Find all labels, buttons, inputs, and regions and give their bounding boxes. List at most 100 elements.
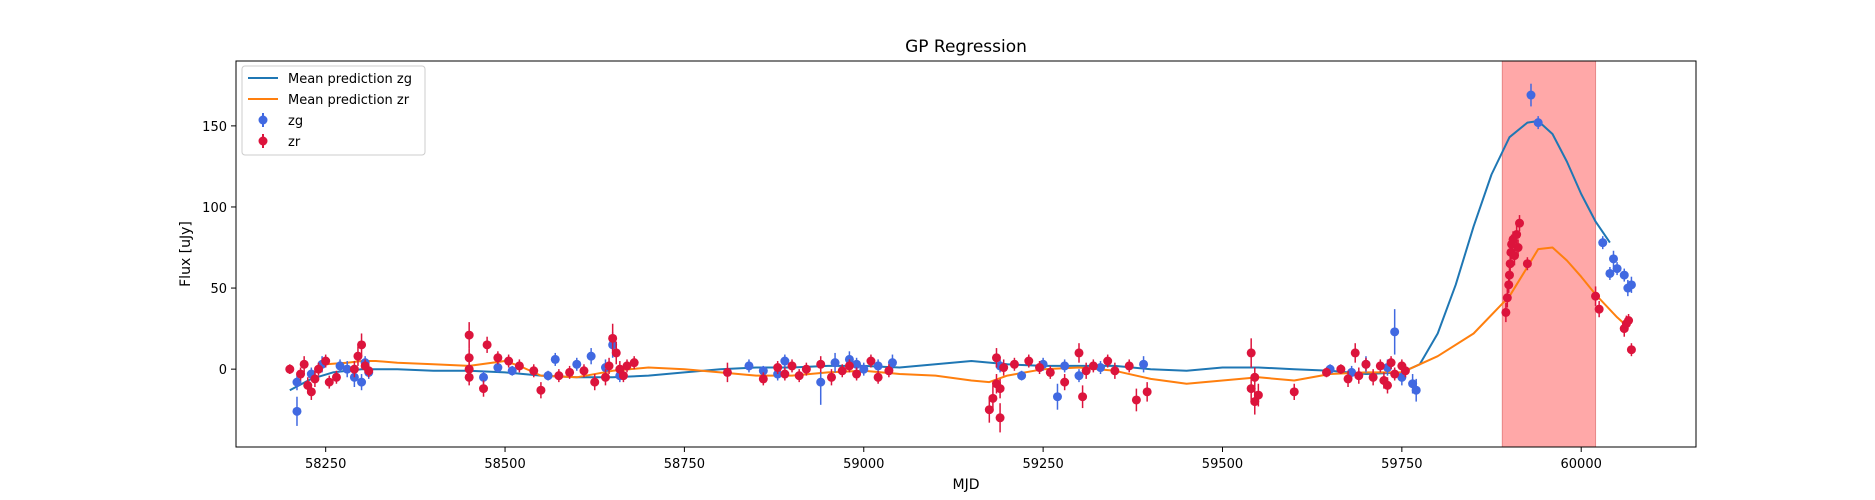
data-point-zr (1504, 270, 1514, 280)
data-point-zg (1612, 264, 1622, 274)
data-point-zg (479, 372, 489, 382)
x-tick-label: 60000 (1561, 457, 1602, 472)
data-point-zr (722, 367, 732, 377)
data-point-zg (744, 361, 754, 371)
data-point-zr (1368, 372, 1378, 382)
data-point-zr (579, 366, 589, 376)
data-point-zg (852, 359, 862, 369)
data-point-zr (622, 361, 632, 371)
data-point-zr (1350, 348, 1360, 358)
data-point-zr (1591, 291, 1601, 301)
x-tick-label: 59250 (1022, 457, 1063, 472)
plot-background (236, 61, 1696, 447)
data-point-zr (1322, 367, 1332, 377)
data-point-zr (1124, 361, 1134, 371)
legend-box (241, 65, 426, 156)
data-point-zr (1624, 315, 1634, 325)
data-point-zr (1512, 230, 1522, 240)
data-point-zr (1513, 243, 1523, 253)
data-point-zr (816, 359, 826, 369)
data-point-zg (859, 364, 869, 374)
data-point-zr (1088, 361, 1098, 371)
x-axis: 58250 58500 58750 59000 59250 59500 59750 60000 (305, 447, 1602, 472)
data-point-zr (1035, 363, 1045, 373)
data-point-zr (801, 364, 811, 374)
data-point-zr (1501, 307, 1511, 317)
data-point-zr (464, 330, 474, 340)
data-point-zr (1382, 380, 1392, 390)
data-point-zr (479, 384, 489, 394)
data-point-zr (1078, 392, 1088, 402)
data-point-zr (794, 371, 804, 381)
data-point-zr (988, 393, 998, 403)
data-point-zr (787, 361, 797, 371)
y-tick-label: 0 (219, 363, 227, 378)
plot-frame (235, 60, 1697, 448)
plot-area (235, 60, 1697, 448)
legend-marker-zg (258, 115, 268, 125)
data-point-zr (884, 366, 894, 376)
data-point-zr (1246, 348, 1256, 358)
data-point-zg (1608, 254, 1618, 264)
data-point-zr (1142, 387, 1152, 397)
data-point-zg (292, 406, 302, 416)
data-point-zr (629, 358, 639, 368)
data-point-zg (1052, 392, 1062, 402)
data-point-zr (995, 384, 1005, 394)
data-point-zr (1103, 356, 1113, 366)
data-point-zg (550, 354, 560, 364)
data-point-zr (1081, 366, 1091, 376)
data-point-zr (826, 372, 836, 382)
legend-label-zr: zr (288, 135, 301, 150)
data-point-zr (600, 372, 610, 382)
data-point-zr (1505, 259, 1515, 269)
legend-label-zg: zg (288, 114, 303, 129)
data-point-zr (991, 353, 1001, 363)
y-axis-label: Flux [uJy] (178, 221, 194, 287)
data-point-zg (493, 363, 503, 373)
x-tick-label: 58250 (305, 457, 346, 472)
data-point-zr (296, 369, 306, 379)
x-tick-label: 59000 (843, 457, 884, 472)
data-point-zr (773, 363, 783, 373)
data-point-zg (1017, 371, 1027, 381)
data-point-zr (611, 348, 621, 358)
data-point-zg (1533, 118, 1543, 128)
data-point-zr (299, 359, 309, 369)
data-point-zr (608, 333, 618, 343)
data-point-zr (1390, 369, 1400, 379)
data-point-zr (321, 356, 331, 366)
x-axis-label: MJD (953, 477, 980, 493)
data-point-zr (357, 340, 367, 350)
data-point-zr (866, 356, 876, 366)
data-point-zg (357, 377, 367, 387)
y-tick-label: 100 (202, 201, 227, 216)
data-point-zg (873, 361, 883, 371)
data-point-zr (349, 364, 359, 374)
data-point-zr (1045, 367, 1055, 377)
data-point-zr (464, 372, 474, 382)
data-point-zr (984, 405, 994, 415)
data-point-zg (507, 366, 517, 376)
data-point-zg (1096, 363, 1106, 373)
data-point-zr (873, 372, 883, 382)
y-axis: 0 50 100 150 (202, 120, 236, 378)
legend-marker-zr (258, 136, 268, 146)
data-point-zr (464, 353, 474, 363)
data-point-zr (364, 366, 374, 376)
data-point-zr (353, 351, 363, 361)
data-point-zr (1060, 377, 1070, 387)
data-point-zr (1400, 366, 1410, 376)
data-point-zr (310, 374, 320, 384)
data-point-zg (1390, 327, 1400, 337)
data-point-zg (1074, 371, 1084, 381)
data-point-zr (1009, 359, 1019, 369)
data-point-zg (1598, 238, 1608, 248)
data-point-zr (536, 385, 546, 395)
data-point-zr (1246, 384, 1256, 394)
data-point-zg (1060, 361, 1070, 371)
data-point-zr (618, 371, 628, 381)
data-point-zr (554, 371, 564, 381)
data-point-zg (1605, 268, 1615, 278)
data-point-zg (543, 371, 553, 381)
